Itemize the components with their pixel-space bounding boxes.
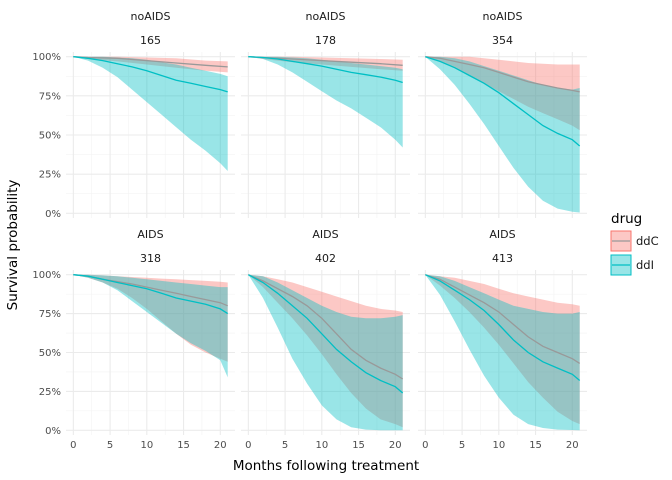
x-tick-label: 0 <box>422 440 428 451</box>
y-tick-label: 100% <box>32 270 61 281</box>
strip-label-status: noAIDS <box>131 10 171 23</box>
y-tick-label: 75% <box>39 309 61 320</box>
x-tick-label: 20 <box>214 440 227 451</box>
facet-panel: noAIDS 354 <box>418 10 587 218</box>
strip-label-status: noAIDS <box>306 10 346 23</box>
y-tick-label: 25% <box>39 170 61 181</box>
line-ddc <box>425 56 580 93</box>
y-tick-label: 50% <box>39 348 61 359</box>
legend-label-ddc: ddC <box>636 234 659 248</box>
line-ddi <box>425 56 581 147</box>
x-tick-label: 10 <box>140 440 153 451</box>
line-ddi <box>247 274 404 394</box>
ribbon-ddc <box>73 56 228 73</box>
x-tick-label: 10 <box>492 440 505 451</box>
x-tick-label: 10 <box>315 440 328 451</box>
y-axis-title: Survival probability <box>5 180 21 311</box>
x-tick-label: 20 <box>389 440 402 451</box>
ribbon-ddc <box>425 274 580 425</box>
line-ddi <box>425 274 581 381</box>
ribbon-ddi <box>425 274 580 431</box>
x-tick-label: 20 <box>566 440 579 451</box>
facet-panel: noAIDS 178 <box>241 10 410 218</box>
strip-label-status: AIDS <box>489 228 515 241</box>
y-tick-label: 75% <box>39 91 61 102</box>
line-ddc <box>73 56 228 68</box>
strip-label-value: 165 <box>140 34 161 47</box>
facet-panel: AIDS 318 0% 25% 50% 75% 100% 0 5 10 15 20 <box>32 228 235 451</box>
x-tick-label: 15 <box>529 440 542 451</box>
y-tick-label: 25% <box>39 387 61 398</box>
strip-label-status: AIDS <box>312 228 338 241</box>
legend: drug ddC ddI <box>610 211 659 276</box>
x-tick-label: 0 <box>70 440 76 451</box>
line-ddc <box>248 274 404 380</box>
facet-panel: AIDS 402 0 5 10 15 20 <box>241 228 410 451</box>
line-ddi <box>248 56 403 84</box>
x-tick-label: 15 <box>352 440 365 451</box>
line-ddi <box>73 56 228 93</box>
ribbon-ddi <box>425 56 580 213</box>
y-tick-label: 100% <box>32 52 61 63</box>
y-tick-label: 0% <box>45 209 61 220</box>
ribbon-ddi <box>248 274 403 431</box>
y-tick-label: 50% <box>39 131 61 142</box>
strip-label-status: noAIDS <box>483 10 523 23</box>
strip-label-status: AIDS <box>137 228 163 241</box>
x-tick-label: 5 <box>107 440 113 451</box>
x-axis-title: Months following treatment <box>233 458 419 474</box>
x-tick-label: 5 <box>459 440 465 451</box>
legend-title: drug <box>611 211 642 227</box>
ribbon-ddc <box>248 274 403 428</box>
strip-label-value: 318 <box>140 252 161 265</box>
line-ddi <box>73 274 229 315</box>
facet-panels: noAIDS1650%25%50%75%100%noAIDS178noAIDS3… <box>32 10 587 451</box>
x-tick-label: 0 <box>245 440 251 451</box>
legend-label-ddi: ddI <box>636 258 654 272</box>
facet-panel: noAIDS 165 0% 25% 50% 75% 100% <box>32 10 235 220</box>
strip-label-value: 354 <box>492 34 513 47</box>
ribbon-ddi <box>248 56 403 148</box>
x-tick-label: 5 <box>282 440 288 451</box>
facet-panel: AIDS 413 0 5 10 15 20 <box>418 228 587 451</box>
y-tick-label: 0% <box>45 426 61 437</box>
strip-label-value: 178 <box>315 34 336 47</box>
ribbon-ddc <box>425 56 580 131</box>
strip-label-value: 402 <box>315 252 336 265</box>
strip-label-value: 413 <box>492 252 513 265</box>
line-ddc <box>425 274 581 364</box>
ribbon-ddi <box>73 56 228 172</box>
x-tick-label: 15 <box>177 440 190 451</box>
